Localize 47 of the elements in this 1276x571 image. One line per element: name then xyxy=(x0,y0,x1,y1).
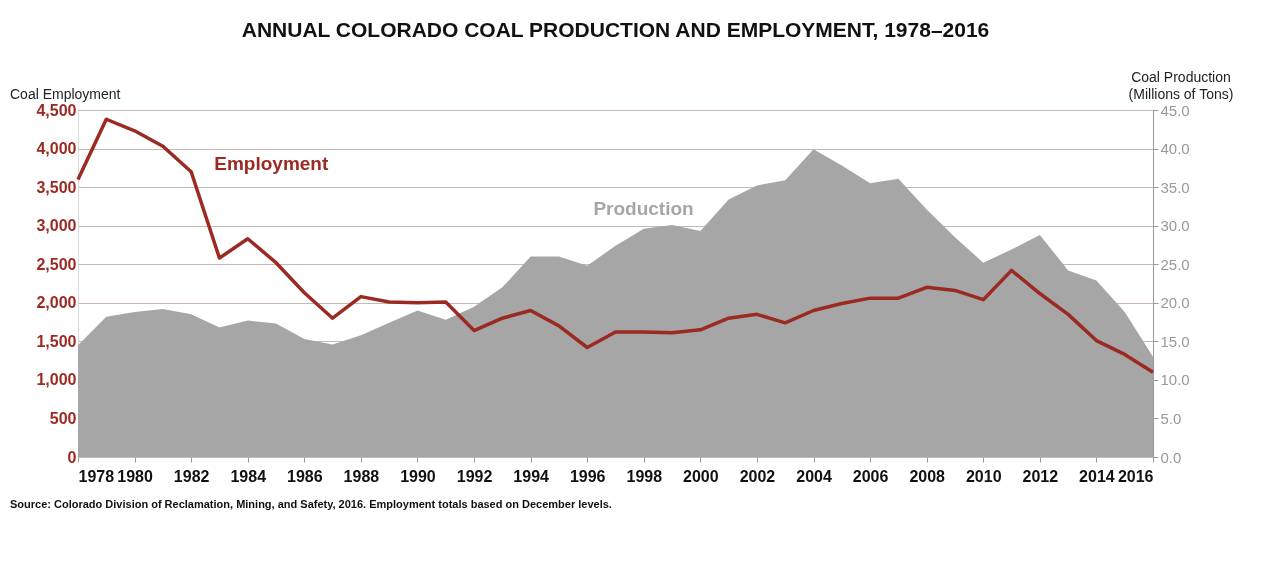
y2-tick-label: 20.0 xyxy=(1160,294,1190,312)
x-tick-label: 2002 xyxy=(739,467,776,485)
y-tick-label: 1,000 xyxy=(36,371,77,389)
y2-tick-label: 0.0 xyxy=(1160,448,1182,466)
y-tick-label: 3,000 xyxy=(36,217,77,235)
y2-tick-label: 45.0 xyxy=(1160,101,1190,119)
x-tick-label: 1982 xyxy=(173,467,210,485)
x-tick-label: 2000 xyxy=(683,467,719,485)
series-label: Employment xyxy=(214,153,329,175)
y2-axis-title: Coal Production (Millions of Tons) xyxy=(1128,69,1234,102)
y-tick-label: 2,000 xyxy=(36,294,77,312)
y2-tick-label: 30.0 xyxy=(1160,217,1190,235)
x-tick-label: 1992 xyxy=(456,467,493,485)
y-tick-label: 2,500 xyxy=(36,255,77,273)
source-note: Source: Colorado Division of Reclamation, Mining, and Safety, 2016. Employment totals based on December levels. xyxy=(10,498,612,510)
x-tick-label: 1980 xyxy=(117,467,153,485)
y-tick-label: 4,500 xyxy=(36,101,77,119)
x-tick-label: 2014 xyxy=(1079,467,1115,485)
y2-tick-label: 35.0 xyxy=(1160,178,1190,196)
x-tick-label: 1996 xyxy=(569,467,606,485)
x-tick-label: 2008 xyxy=(909,467,946,485)
chart-title: ANNUAL COLORADO COAL PRODUCTION AND EMPLOYMENT, 1978–2016 xyxy=(241,18,990,41)
y2-tick-label: 40.0 xyxy=(1160,140,1190,158)
y2-tick-label: 25.0 xyxy=(1160,255,1190,273)
x-tick-label: 2004 xyxy=(796,467,832,485)
series-label: Production xyxy=(593,198,694,220)
x-tick-label: 2010 xyxy=(965,467,1002,485)
y2-tick-label: 5.0 xyxy=(1160,409,1182,427)
x-tick-label: 1984 xyxy=(230,467,267,485)
x-tick-label: 1994 xyxy=(513,467,550,485)
x-tick-label: 2016 xyxy=(1117,467,1154,485)
y2-tick-label: 10.0 xyxy=(1160,371,1190,389)
y-tick-label: 1,500 xyxy=(36,332,77,350)
x-tick-label: 2012 xyxy=(1022,467,1059,485)
y2-tick-label: 15.0 xyxy=(1160,332,1190,350)
y-axis-title: Coal Employment xyxy=(10,86,121,102)
x-tick-label: 2006 xyxy=(852,467,889,485)
x-tick-label: 1990 xyxy=(400,467,436,485)
x-tick-label: 1988 xyxy=(343,467,380,485)
y-tick-label: 0 xyxy=(67,448,77,466)
x-tick-label: 1986 xyxy=(287,467,323,485)
y-tick-label: 4,000 xyxy=(36,140,77,158)
x-tick-label: 1998 xyxy=(626,467,663,485)
y-tick-label: 3,500 xyxy=(36,178,77,196)
y-tick-label: 500 xyxy=(49,409,77,427)
line-series xyxy=(76,117,1155,374)
x-tick-label: 1978 xyxy=(78,467,115,485)
